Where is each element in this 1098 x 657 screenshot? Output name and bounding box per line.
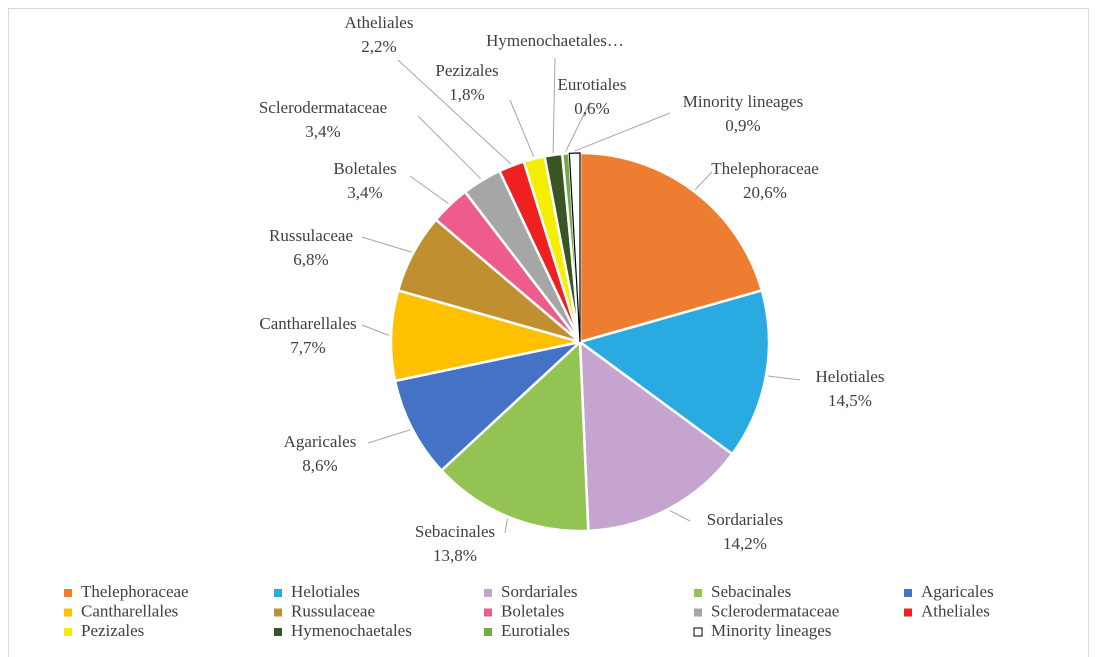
value-label: 3,4% [347,183,382,202]
value-label: 0,6% [574,99,609,118]
leader-line [361,236,412,253]
legend-label: Sebacinales [711,582,791,601]
legend-swatch [484,589,492,597]
leader-line [565,101,591,152]
leader-line [397,59,512,165]
value-label: 14,5% [828,391,872,410]
legend-swatch [694,608,702,617]
slice-label: Thelephoraceae [711,159,819,178]
leader-line [767,375,801,381]
slice-label: Sebacinales [415,522,495,541]
legend-label: Sclerodermataceae [711,601,839,620]
value-label: 0,9% [725,116,760,135]
legend-swatch [693,627,703,637]
slice-label: Helotiales [816,367,885,386]
slice-label: Eurotiales [558,75,627,94]
value-label: 13,8% [433,546,477,565]
leader-line [552,57,556,153]
slice-label: Cantharellales [259,314,356,333]
slice-label: Boletales [333,159,396,178]
value-label: 7,7% [290,338,325,357]
value-label: 20,6% [743,183,787,202]
legend-swatch [484,608,492,617]
legend-label: Eurotiales [501,621,570,640]
slice-label: Minority lineages [683,92,803,111]
legend-label: Cantharellales [81,601,178,620]
legend-swatch [64,628,72,636]
leader-line [361,324,390,336]
legend-label: Helotiales [291,582,360,601]
legend-label: Hymenochaetales [291,621,412,640]
legend-swatch [904,589,912,597]
legend-swatch [64,608,72,617]
legend-label: Sordariales [501,582,577,601]
leader-line [694,171,713,190]
leader-line [669,510,691,522]
slice-label: Pezizales [435,61,498,80]
legend-swatch [694,589,702,597]
value-label: 1,8% [449,85,484,104]
slice-label: Russulaceae [269,226,353,245]
pie-slice [578,151,764,344]
slice-label: Atheliales [345,13,414,32]
legend-swatch [484,628,492,636]
legend-label: Thelephoraceae [81,582,189,601]
leader-line [409,175,449,204]
pie-slice [578,339,734,533]
value-label: 6,8% [293,250,328,269]
pie-slice [439,339,590,533]
slice-label: Hymenochaetales… [486,31,624,50]
leader-line [367,429,411,444]
legend-swatch [64,589,72,597]
legend-label: Russulaceae [291,601,375,620]
leader-line [574,112,671,152]
legend-label: Minority lineages [711,621,831,640]
legend-swatch [274,589,282,597]
value-label: 8,6% [302,456,337,475]
legend-swatch [904,608,912,617]
chart-border [8,8,1089,657]
leader-line [504,518,508,534]
value-label: 2,2% [361,37,396,56]
legend-swatch [274,628,282,636]
value-label: 14,2% [723,534,767,553]
legend-label: Pezizales [81,621,144,640]
slice-label: Agaricales [284,432,357,451]
pie-slice [577,288,771,456]
legend-label: Agaricales [921,582,994,601]
slice-label: Sordariales [707,510,783,529]
leader-line [509,99,535,157]
slice-label: Sclerodermataceae [259,98,387,117]
legend-label: Boletales [501,601,564,620]
legend-swatch [274,608,282,617]
pie-slice [568,152,581,343]
legend-label: Atheliales [921,601,990,620]
leader-line [417,115,482,180]
pie-slice [393,339,585,473]
value-label: 3,4% [305,122,340,141]
